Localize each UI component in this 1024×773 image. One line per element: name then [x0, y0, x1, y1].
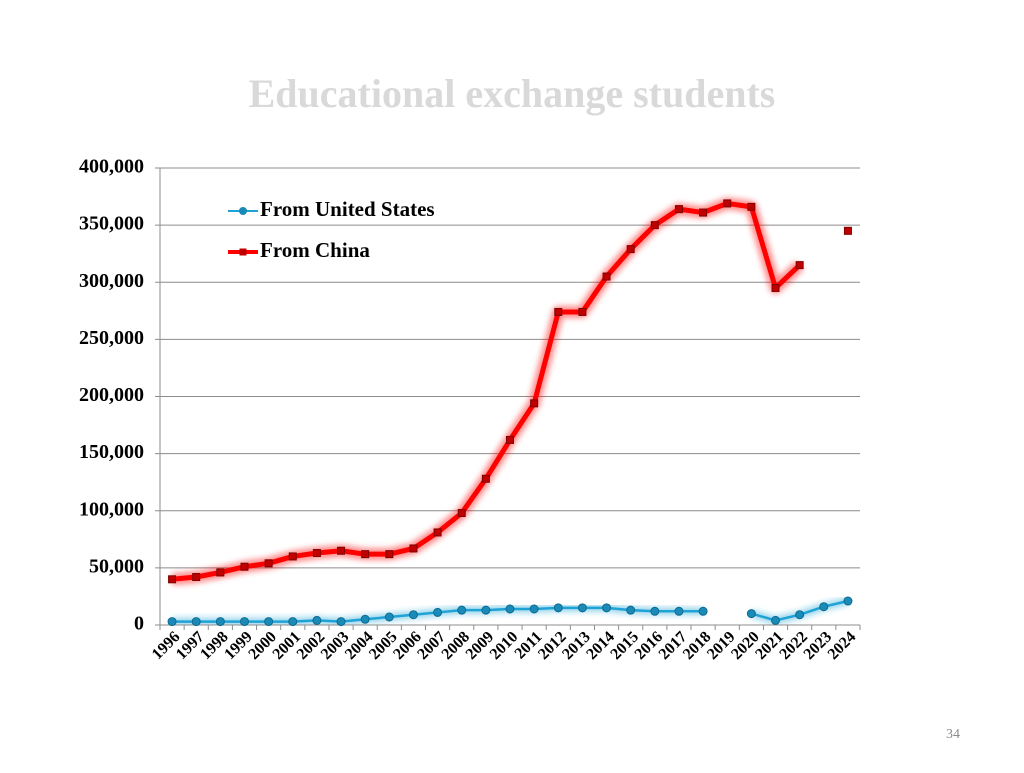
- point-marker: [336, 617, 346, 627]
- point-marker: [288, 552, 297, 561]
- point-marker: [409, 544, 418, 553]
- y-tick-label: 350,000: [79, 213, 144, 235]
- point-marker: [771, 615, 781, 625]
- point-marker: [481, 605, 491, 615]
- point-marker: [433, 528, 442, 537]
- point-marker: [819, 602, 829, 612]
- point-marker: [312, 615, 322, 625]
- point-marker: [168, 575, 177, 584]
- point-marker: [723, 199, 732, 208]
- point-marker: [674, 205, 683, 214]
- point-marker: [578, 307, 587, 316]
- point-marker: [843, 226, 852, 235]
- point-marker: [843, 596, 853, 606]
- y-tick-label: 150,000: [79, 441, 144, 463]
- y-tick-label: 300,000: [79, 270, 144, 292]
- point-marker: [626, 605, 636, 615]
- point-marker: [553, 603, 563, 613]
- point-marker: [264, 617, 274, 627]
- point-marker: [506, 435, 514, 444]
- y-tick-label: 250,000: [79, 327, 144, 349]
- y-tick-label: 400,000: [79, 156, 144, 178]
- point-marker: [408, 610, 418, 620]
- chart-title: Educational exchange students: [249, 71, 776, 116]
- point-marker: [191, 617, 201, 627]
- y-tick-label: 200,000: [79, 384, 144, 406]
- point-marker: [457, 509, 466, 518]
- point-marker: [360, 614, 370, 624]
- point-marker: [795, 610, 805, 620]
- point-marker: [747, 202, 756, 211]
- point-marker: [239, 617, 249, 627]
- point-marker: [650, 221, 659, 230]
- point-marker: [674, 606, 684, 616]
- point-marker: [240, 562, 249, 571]
- point-marker: [192, 573, 201, 582]
- y-tick-label: 50,000: [89, 555, 144, 577]
- point-marker: [433, 607, 443, 617]
- legend-label: From China: [260, 238, 370, 262]
- point-marker: [699, 208, 708, 217]
- point-marker: [385, 550, 394, 559]
- legend-label: From United States: [260, 197, 435, 221]
- point-marker: [337, 546, 346, 555]
- point-marker: [626, 245, 635, 254]
- point-marker: [264, 559, 273, 568]
- point-marker: [215, 617, 225, 627]
- point-marker: [529, 604, 539, 614]
- x-tick-label: 2024: [825, 628, 860, 663]
- legend-marker: [239, 207, 247, 215]
- point-marker: [746, 609, 756, 619]
- page-number: 34: [946, 727, 960, 742]
- point-marker: [312, 549, 321, 558]
- point-marker: [530, 399, 539, 408]
- legend-marker: [239, 248, 247, 256]
- point-marker: [384, 612, 394, 622]
- y-tick-label: 100,000: [79, 498, 144, 520]
- point-marker: [505, 604, 515, 614]
- point-marker: [795, 261, 804, 270]
- point-marker: [602, 603, 612, 613]
- point-marker: [216, 568, 225, 577]
- point-marker: [771, 283, 780, 292]
- point-marker: [554, 307, 563, 316]
- point-marker: [481, 474, 490, 483]
- point-marker: [361, 550, 370, 559]
- point-marker: [577, 603, 587, 613]
- point-marker: [650, 606, 660, 616]
- point-marker: [698, 606, 708, 616]
- point-marker: [602, 272, 611, 281]
- y-tick-label: 0: [134, 613, 144, 635]
- point-marker: [288, 617, 298, 627]
- point-marker: [457, 605, 467, 615]
- point-marker: [167, 617, 177, 627]
